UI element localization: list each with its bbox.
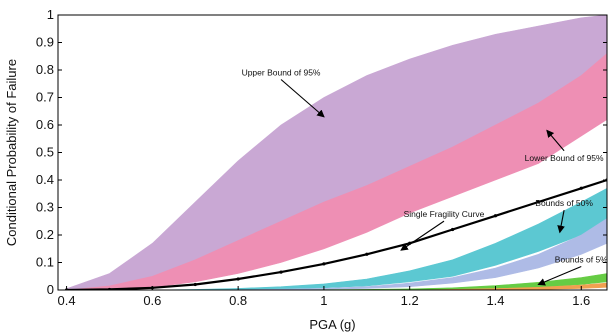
y-tick-label-0: 0 bbox=[47, 282, 54, 297]
annotation-arrow-2 bbox=[557, 210, 565, 234]
annotation-label-1: Lower Bound of 95% bbox=[525, 153, 604, 163]
y-axis: 0 0.1 0.2 0.3 0.4 0.5 0.6 0.7 0.8 0.9 1 bbox=[36, 7, 607, 297]
series-point-6-9 bbox=[450, 227, 455, 232]
series-point-6-3 bbox=[193, 282, 197, 287]
series-line-6 bbox=[66, 178, 607, 290]
x-tick-label-1: 0.6 bbox=[143, 293, 161, 308]
y-tick-label-3: 0.3 bbox=[36, 200, 54, 215]
y-tick-label-10: 1 bbox=[47, 7, 54, 22]
series-point-6-4 bbox=[236, 277, 240, 281]
y-axis-label: Conditional Probability of Failure bbox=[4, 59, 19, 246]
series-point-6-7 bbox=[365, 252, 369, 256]
series-point-6-10 bbox=[493, 214, 498, 218]
y-tick-label-1: 0.1 bbox=[36, 255, 54, 270]
series-point-6-12 bbox=[579, 186, 583, 190]
series-band-1 bbox=[66, 53, 607, 290]
annotation-label-0: Upper Bound of 95% bbox=[242, 68, 321, 78]
line-layer bbox=[64, 178, 607, 290]
annotation-label-4: Bounds of 5% bbox=[555, 255, 608, 265]
series-point-6-11 bbox=[536, 200, 540, 204]
x-tick-label-0: 0.4 bbox=[58, 293, 76, 308]
y-tick-label-2: 0.2 bbox=[36, 227, 54, 242]
y-tick-label-5: 0.5 bbox=[36, 145, 54, 160]
series-point-6-1 bbox=[107, 287, 112, 290]
annotation-layer: Upper Bound of 95% Lower Bound of 95% Boun… bbox=[242, 68, 608, 286]
x-tick-label-2: 0.8 bbox=[229, 293, 247, 308]
x-tick-label-5: 1.4 bbox=[486, 293, 504, 308]
y-tick-label-7: 0.7 bbox=[36, 90, 54, 105]
y-tick-label-8: 0.8 bbox=[36, 62, 54, 77]
y-tick-label-6: 0.6 bbox=[36, 117, 54, 132]
annotation-arrow-0 bbox=[280, 79, 325, 118]
annotation-label-3: Single Fragility Curve bbox=[404, 209, 485, 219]
y-tick-label-4: 0.4 bbox=[36, 172, 54, 187]
annotation-label-2: Bounds of 50% bbox=[535, 198, 593, 208]
annotation-arrow-4 bbox=[537, 265, 582, 286]
x-tick-label-6: 1.6 bbox=[572, 293, 590, 308]
y-tick-label-9: 0.9 bbox=[36, 35, 54, 50]
x-tick-label-3: 1 bbox=[320, 293, 327, 308]
annotation-arrow-3 bbox=[400, 220, 445, 251]
annotation-arrow-1 bbox=[546, 129, 565, 152]
series-point-6-6 bbox=[322, 262, 326, 266]
x-axis: 0.4 0.6 0.8 1 1.2 1.4 1.6 bbox=[58, 286, 590, 308]
series-point-6-5 bbox=[279, 270, 283, 274]
x-axis-label: PGA (g) bbox=[309, 317, 355, 332]
x-tick-label-4: 1.2 bbox=[401, 293, 419, 308]
